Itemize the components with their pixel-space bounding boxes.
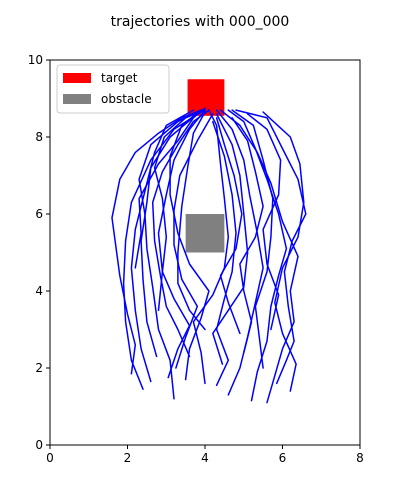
trajectory-line-14 [227, 109, 288, 402]
trajectory-line-12 [212, 113, 249, 365]
trajectory-line-4 [140, 113, 199, 358]
trajectory-line-9 [169, 109, 210, 381]
x-tick-label: 0 [46, 451, 54, 465]
trajectory-line-24 [151, 109, 210, 358]
trajectory-line-1 [111, 109, 202, 375]
trajectory-line-6 [157, 109, 206, 379]
y-tick-label: 4 [35, 284, 43, 298]
y-tick-label: 0 [35, 438, 43, 452]
x-tick-label: 4 [201, 451, 209, 465]
y-tick-label: 8 [35, 130, 43, 144]
x-axis: 0 2 4 6 8 [46, 445, 364, 465]
trajectory-line-7 [173, 113, 214, 369]
trajectory-line-21 [134, 107, 206, 269]
trajectory-line-5 [138, 109, 202, 400]
trajectory-line-2 [122, 111, 202, 390]
legend-label-obstacle: obstacle [101, 92, 152, 106]
x-tick-label: 6 [279, 451, 287, 465]
trajectory-line-16 [235, 109, 307, 385]
trajectory-line-10 [192, 109, 230, 385]
obstacle-patch [185, 214, 225, 253]
trajectory-line-11 [212, 120, 237, 387]
trajectory-line-20 [215, 117, 243, 335]
legend-swatch-target [63, 73, 91, 83]
chart-title: trajectories with 000_000 [111, 14, 290, 30]
trajectory-line-15 [219, 109, 299, 404]
trajectory-line-18 [231, 109, 274, 369]
y-tick-label: 2 [35, 361, 43, 375]
x-tick-label: 2 [124, 451, 132, 465]
trajectory-line-22 [246, 113, 282, 331]
legend: target obstacle [56, 64, 170, 114]
legend-label-target: target [101, 71, 138, 85]
trajectory-line-19 [231, 117, 264, 354]
legend-swatch-obstacle [63, 94, 91, 104]
plot-area [49, 59, 361, 446]
x-tick-label: 8 [356, 451, 364, 465]
trajectory-line-17 [262, 111, 305, 392]
y-tick-label: 10 [28, 53, 43, 67]
y-tick-label: 6 [35, 207, 43, 221]
trajectory-line-23 [177, 111, 206, 331]
y-axis: 0 2 4 6 8 10 [28, 53, 50, 452]
